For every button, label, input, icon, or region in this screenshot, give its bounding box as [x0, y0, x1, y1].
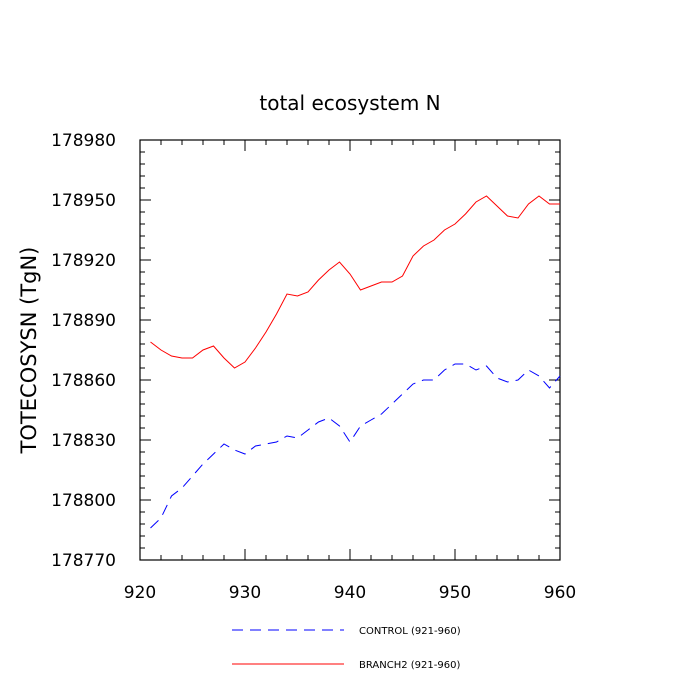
legend: CONTROL (921-960) BRANCH2 (921-960)	[232, 626, 461, 671]
legend-label-1: CONTROL (921-960)	[359, 626, 461, 637]
y-tick-label: 178860	[51, 371, 116, 391]
axis-ticks: 920 930 940 950 960 178770 178800 178830 178860 1…	[51, 131, 576, 603]
y-tick-label: 178950	[51, 191, 116, 211]
y-axis-label: TOTECOSYSN (TgN)	[17, 247, 41, 455]
x-tick-label: 920	[124, 583, 156, 603]
y-tick-label: 178980	[51, 131, 116, 151]
x-tick-label: 940	[334, 583, 366, 603]
x-tick-label: 930	[229, 583, 261, 603]
y-tick-label: 178920	[51, 251, 116, 271]
series-group	[150, 195, 561, 529]
x-tick-label: 960	[544, 583, 576, 603]
y-tick-label: 178770	[51, 551, 116, 571]
y-tick-label: 178800	[51, 491, 116, 511]
legend-label-2: BRANCH2 (921-960)	[359, 660, 460, 671]
y-tick-label: 178830	[51, 431, 116, 451]
series-line-1	[150, 363, 561, 529]
y-tick-label: 178890	[51, 311, 116, 331]
x-tick-label: 950	[439, 583, 471, 603]
series-line-2	[150, 195, 560, 369]
chart-title: total ecosystem N	[259, 91, 440, 115]
